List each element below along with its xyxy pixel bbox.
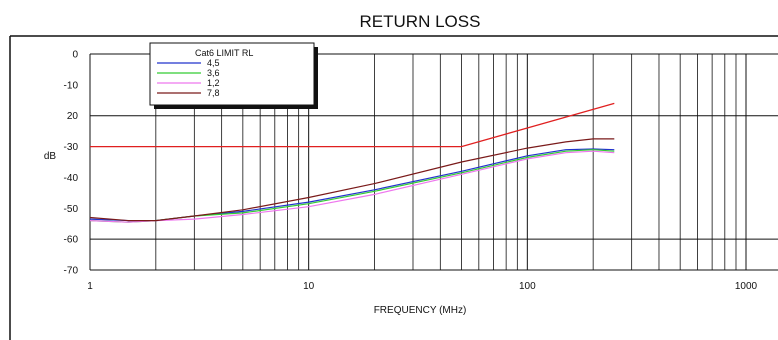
series-line (89, 149, 615, 223)
y-tick-labels: 0 -10 20 -30 -40 -50 -60 -70 (64, 50, 79, 277)
series-line (89, 138, 615, 222)
series-line (90, 102, 615, 148)
y-tick-label: -10 (64, 80, 79, 91)
y-tick-label: -40 (64, 173, 79, 184)
y-tick-label: 0 (72, 50, 78, 61)
y-tick-label: -60 (64, 235, 79, 246)
x-tick-label: 100 (519, 281, 536, 292)
y-axis-label: dB (44, 151, 57, 162)
series-lines (89, 102, 615, 223)
legend-box (149, 42, 315, 106)
series-line (89, 150, 615, 223)
legend: Cat6 LIMIT RL4,53,61,27,8 (149, 42, 318, 109)
y-tick-label: -30 (64, 142, 79, 153)
x-tick-label: 1 (87, 281, 93, 292)
series-line (89, 148, 615, 222)
legend-entry-label: 3,6 (207, 68, 220, 78)
chart-title: RETURN LOSS (360, 12, 481, 31)
x-tick-labels: 1 10 100 1000 (87, 281, 757, 292)
legend-entry-label: 7,8 (207, 88, 220, 98)
x-tick-label: 1000 (735, 281, 758, 292)
x-tick-label: 10 (303, 281, 315, 292)
x-axis-label: FREQUENCY (MHz) (374, 305, 467, 316)
legend-entry-label: 4,5 (207, 58, 220, 68)
y-tick-label: 20 (67, 111, 79, 122)
y-tick-label: -70 (64, 266, 79, 277)
y-tick-label: -50 (64, 204, 79, 215)
legend-entry-label: 1,2 (207, 78, 220, 88)
legend-entry-label: Cat6 LIMIT RL (195, 48, 253, 58)
